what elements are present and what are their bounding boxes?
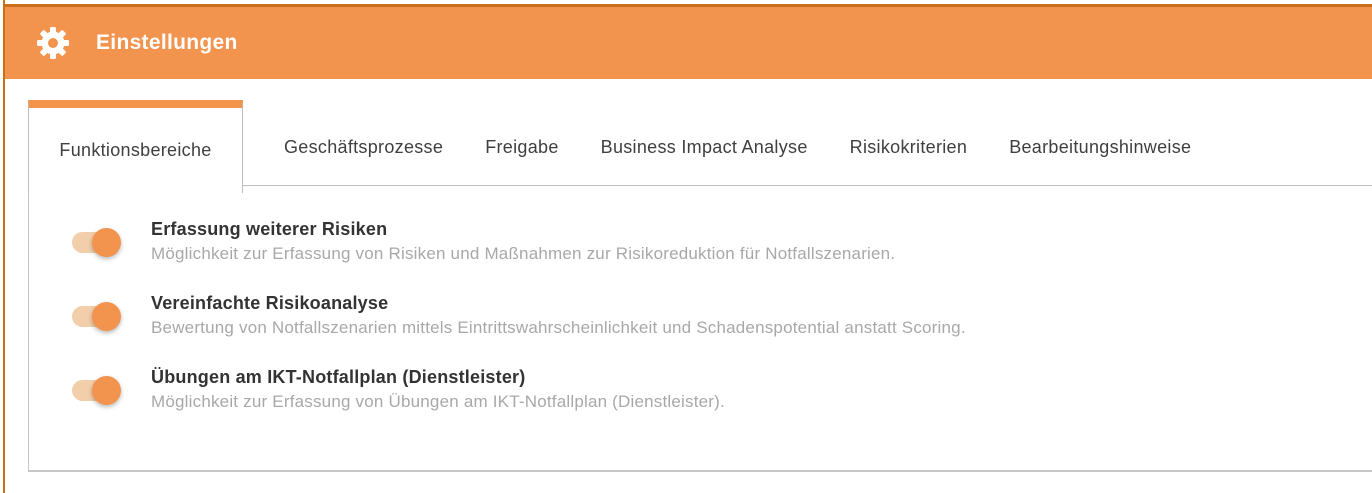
tab-label: Bearbeitungshinweise <box>1009 137 1192 157</box>
tab-label: Geschäftsprozesse <box>284 137 444 157</box>
setting-description: Möglichkeit zur Erfassung von Übungen am… <box>151 392 725 411</box>
tab-business-impact-analyse[interactable]: Business Impact Analyse <box>580 100 829 186</box>
setting-texts: Übungen am IKT-Notfallplan (Dienstleiste… <box>151 366 725 415</box>
settings-panel: Erfassung weiterer Risiken Möglichkeit z… <box>28 186 1372 472</box>
setting-row: Erfassung weiterer Risiken Möglichkeit z… <box>29 218 1372 267</box>
page-title: Einstellungen <box>96 31 238 54</box>
left-accent-border <box>3 0 5 493</box>
setting-description: Bewertung von Notfallszenarien mittels E… <box>151 318 966 337</box>
gear-icon <box>35 25 71 61</box>
setting-title: Erfassung weiterer Risiken <box>151 219 388 239</box>
setting-title: Übungen am IKT-Notfallplan (Dienstleiste… <box>151 367 526 387</box>
tab-risikokriterien[interactable]: Risikokriterien <box>829 100 989 186</box>
toggle-erfassung-weiterer-risiken[interactable] <box>72 228 121 257</box>
tab-funktionsbereiche[interactable]: Funktionsbereiche <box>28 100 243 193</box>
setting-title: Vereinfachte Risikoanalyse <box>151 293 389 313</box>
setting-row: Übungen am IKT-Notfallplan (Dienstleiste… <box>29 366 1372 415</box>
setting-texts: Vereinfachte Risikoanalyse Bewertung von… <box>151 292 966 341</box>
tab-label: Business Impact Analyse <box>600 137 808 157</box>
toggle-vereinfachte-risikoanalyse[interactable] <box>72 302 121 331</box>
page-header: Einstellungen <box>5 4 1372 79</box>
tab-bearbeitungshinweise[interactable]: Bearbeitungshinweise <box>988 100 1212 186</box>
setting-texts: Erfassung weiterer Risiken Möglichkeit z… <box>151 218 895 267</box>
toggle-uebungen-am-ikt-notfallplan-dienstleister[interactable] <box>72 376 121 405</box>
tab-geschaeftsprozesse[interactable]: Geschäftsprozesse <box>263 100 464 186</box>
tab-bar: Funktionsbereiche Geschäftsprozesse Frei… <box>28 100 1372 193</box>
setting-description: Möglichkeit zur Erfassung von Risiken un… <box>151 244 896 263</box>
toggle-knob <box>92 376 121 405</box>
tab-label: Freigabe <box>485 137 559 157</box>
tab-label: Funktionsbereiche <box>59 140 212 160</box>
toggle-knob <box>92 302 121 331</box>
tab-freigabe[interactable]: Freigabe <box>464 100 579 186</box>
toggle-knob <box>92 228 121 257</box>
setting-row: Vereinfachte Risikoanalyse Bewertung von… <box>29 292 1372 341</box>
tab-label: Risikokriterien <box>849 137 968 157</box>
